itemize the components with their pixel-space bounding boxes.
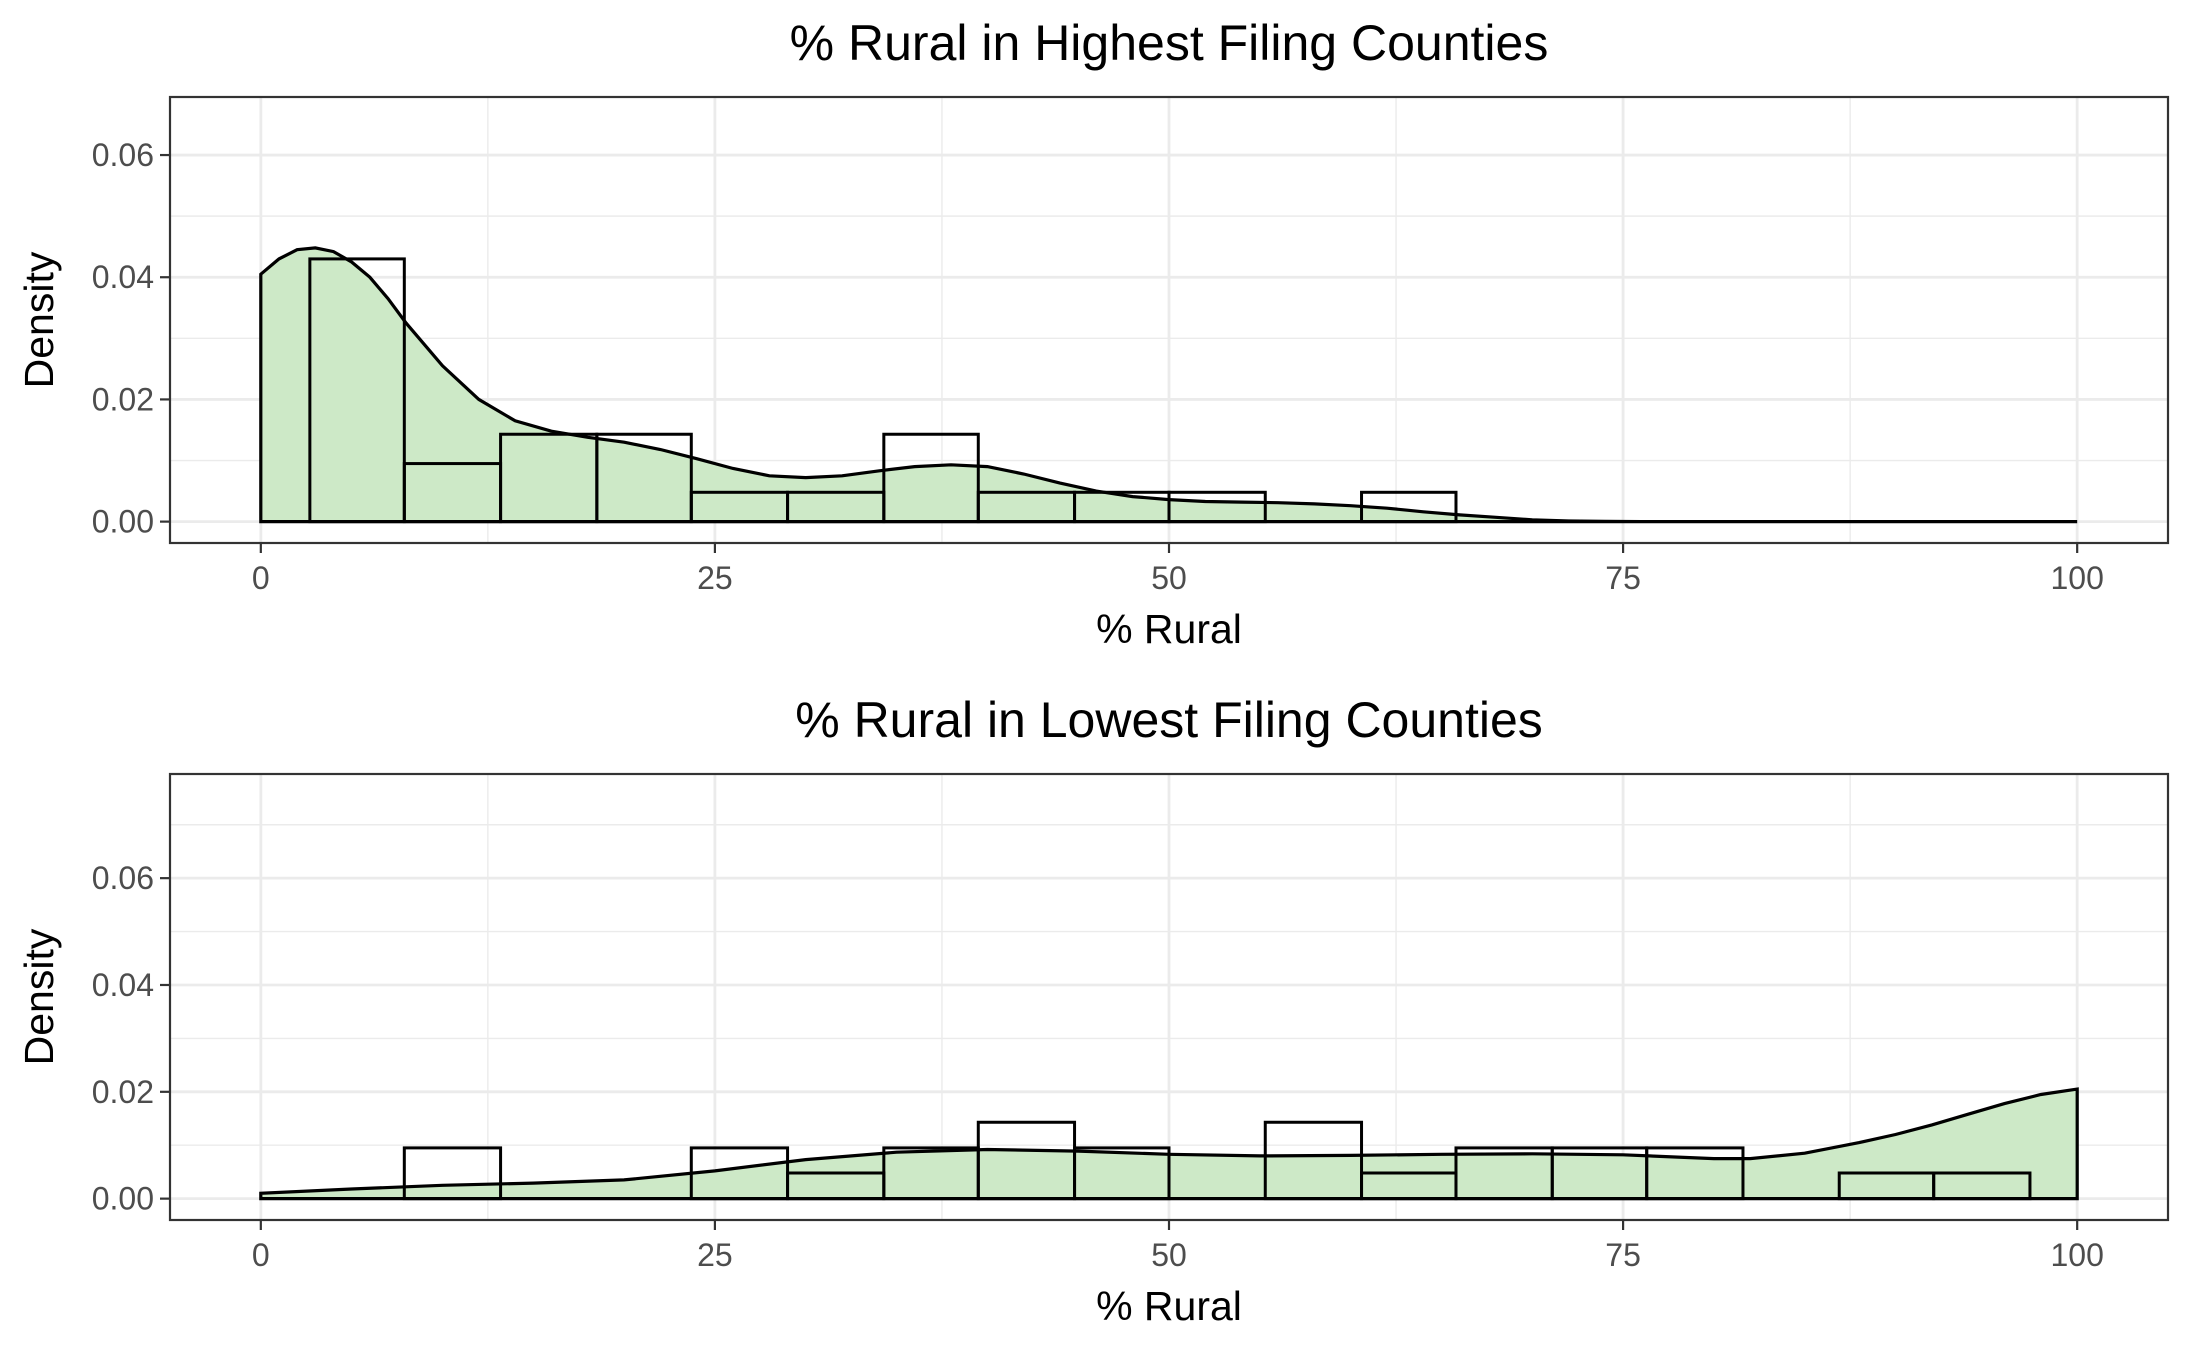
x-tick-label: 75 bbox=[1605, 560, 1641, 596]
y-tick-label: 0.04 bbox=[92, 967, 154, 1003]
density-curve-group bbox=[259, 1087, 2079, 1201]
y-axis-title: Density bbox=[16, 928, 62, 1065]
y-tick-label: 0.06 bbox=[92, 860, 154, 896]
x-tick-label: 0 bbox=[252, 560, 270, 596]
x-axis-title: % Rural bbox=[1096, 1283, 1242, 1329]
density-curve bbox=[259, 246, 2078, 524]
y-axis: 0.00 0.02 0.04 0.06 bbox=[92, 860, 170, 1217]
y-tick-label: 0.06 bbox=[92, 137, 154, 173]
y-tick-label: 0.02 bbox=[92, 381, 154, 417]
x-tick-label: 100 bbox=[2050, 560, 2103, 596]
panel-highest-filing: % Rural in Highest Filing Counties 0 25 50… bbox=[16, 15, 2170, 652]
y-tick-label: 0.02 bbox=[92, 1074, 154, 1110]
chart-title: % Rural in Highest Filing Counties bbox=[790, 15, 1549, 71]
density-area bbox=[260, 247, 2078, 522]
y-tick-label: 0.04 bbox=[92, 259, 154, 295]
x-tick-label: 100 bbox=[2050, 1237, 2103, 1273]
density-curve-group bbox=[259, 246, 2078, 524]
x-axis: 0 25 50 75 100 bbox=[252, 543, 2104, 596]
chart-title: % Rural in Lowest Filing Counties bbox=[795, 692, 1543, 748]
x-tick-label: 50 bbox=[1151, 560, 1187, 596]
x-axis: 0 25 50 75 100 bbox=[252, 1220, 2104, 1273]
x-tick-label: 25 bbox=[697, 1237, 733, 1273]
y-tick-label: 0.00 bbox=[92, 1181, 154, 1217]
x-tick-label: 75 bbox=[1605, 1237, 1641, 1273]
x-tick-label: 50 bbox=[1151, 1237, 1187, 1273]
x-tick-label: 25 bbox=[697, 560, 733, 596]
x-tick-label: 0 bbox=[252, 1237, 270, 1273]
panel-lowest-filing: % Rural in Lowest Filing Counties 0 25 50 7… bbox=[16, 692, 2170, 1329]
y-axis-title: Density bbox=[16, 251, 62, 388]
x-axis-title: % Rural bbox=[1096, 606, 1242, 652]
y-tick-label: 0.00 bbox=[92, 504, 154, 540]
y-axis: 0.00 0.02 0.04 0.06 bbox=[92, 137, 170, 540]
density-curve bbox=[259, 1087, 2079, 1201]
density-fill-group bbox=[260, 247, 2078, 522]
